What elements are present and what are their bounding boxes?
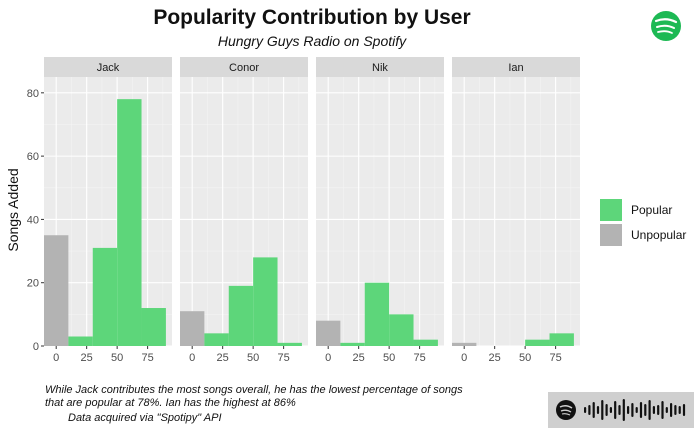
x-tick-label: 50 bbox=[383, 352, 395, 364]
panel-background-ian bbox=[452, 77, 580, 346]
code-bar bbox=[657, 405, 660, 415]
x-tick-label: 75 bbox=[141, 352, 153, 364]
x-tick-label: 25 bbox=[489, 352, 501, 364]
bar-popular-conor bbox=[204, 333, 229, 346]
code-bar bbox=[678, 406, 681, 414]
code-bar bbox=[652, 406, 655, 414]
x-tick-label: 0 bbox=[325, 352, 331, 364]
x-tick-label: 25 bbox=[353, 352, 365, 364]
x-tick-label: 50 bbox=[111, 352, 123, 364]
code-bar bbox=[618, 405, 621, 415]
y-tick-label: 80 bbox=[27, 88, 39, 100]
chart-title: Popularity Contribution by User bbox=[153, 6, 470, 29]
caption-line-3: Data acquired via "Spotipy" API bbox=[68, 412, 222, 424]
y-tick-label: 60 bbox=[27, 151, 39, 163]
y-tick-label: 40 bbox=[27, 214, 39, 226]
bar-popular-conor bbox=[253, 257, 278, 346]
legend-label-unpopular: Unpopular bbox=[631, 228, 686, 242]
x-tick-label: 75 bbox=[413, 352, 425, 364]
bar-popular-jack bbox=[68, 336, 93, 346]
facet-label-jack: Jack bbox=[97, 62, 120, 74]
caption-line-1: While Jack contributes the most songs ov… bbox=[45, 384, 463, 396]
bar-popular-nik bbox=[413, 339, 438, 346]
code-bar bbox=[609, 407, 612, 413]
y-tick-label: 20 bbox=[27, 278, 39, 290]
code-bar bbox=[627, 406, 630, 414]
bar-popular-ian bbox=[549, 333, 574, 346]
code-bar bbox=[644, 404, 647, 416]
code-bar bbox=[661, 401, 664, 419]
legend: Popular Unpopular bbox=[600, 199, 686, 246]
bar-popular-jack bbox=[141, 308, 166, 346]
facet-label-ian: Ian bbox=[508, 62, 523, 74]
x-tick-label: 0 bbox=[461, 352, 467, 364]
bar-popular-ian bbox=[525, 339, 550, 346]
code-bar bbox=[622, 399, 625, 421]
code-bar bbox=[588, 405, 591, 415]
code-bar bbox=[592, 402, 595, 418]
y-axis-label: Songs Added bbox=[5, 168, 21, 251]
bar-popular-conor bbox=[277, 342, 302, 346]
bar-unpopular-ian bbox=[452, 342, 477, 346]
bar-popular-nik bbox=[364, 282, 390, 346]
facet-strip-ian bbox=[452, 57, 580, 77]
code-bar bbox=[601, 400, 604, 420]
x-tick-label: 25 bbox=[81, 352, 93, 364]
code-bar bbox=[584, 407, 587, 413]
bar-popular-jack bbox=[92, 247, 118, 346]
legend-key-popular bbox=[600, 199, 622, 221]
x-tick-label: 0 bbox=[189, 352, 195, 364]
chart-subtitle: Hungry Guys Radio on Spotify bbox=[218, 33, 407, 49]
code-bar bbox=[614, 401, 617, 419]
bar-unpopular-jack bbox=[44, 235, 69, 346]
caption-line-2: that are popular at 78%. Ian has the hig… bbox=[45, 397, 296, 409]
bar-popular-nik bbox=[340, 342, 365, 346]
spotify-logo-icon bbox=[651, 11, 681, 41]
x-tick-label: 25 bbox=[217, 352, 229, 364]
code-bar bbox=[631, 403, 634, 417]
spotify-code-icon bbox=[548, 392, 694, 428]
code-bar bbox=[605, 404, 608, 416]
legend-key-unpopular bbox=[600, 224, 622, 246]
legend-label-popular: Popular bbox=[631, 203, 672, 217]
code-bar bbox=[682, 404, 686, 416]
code-bar bbox=[639, 402, 643, 418]
facet-label-conor: Conor bbox=[229, 62, 259, 74]
code-bar bbox=[665, 407, 668, 413]
x-tick-label: 0 bbox=[53, 352, 59, 364]
facet-strip-jack bbox=[44, 57, 172, 77]
code-bar bbox=[670, 403, 673, 417]
facet-label-nik: Nik bbox=[372, 62, 388, 74]
facet-strip-conor bbox=[180, 57, 308, 77]
bar-unpopular-nik bbox=[316, 320, 341, 346]
bar-popular-jack bbox=[117, 99, 142, 346]
facet-strip-nik bbox=[316, 57, 444, 77]
bar-popular-nik bbox=[389, 314, 414, 346]
y-tick-label: 0 bbox=[33, 341, 39, 353]
code-bar bbox=[648, 400, 651, 420]
x-tick-label: 75 bbox=[277, 352, 289, 364]
bar-unpopular-conor bbox=[180, 311, 205, 346]
code-bar bbox=[635, 407, 638, 413]
facet-panels: Jack 0 25 50 75 Conor 0 25 50 75 Nik 0 25 50 75 Ian 0 25 5… bbox=[27, 57, 580, 364]
x-tick-label: 50 bbox=[519, 352, 531, 364]
code-bar bbox=[596, 406, 600, 414]
x-tick-label: 50 bbox=[247, 352, 259, 364]
bar-popular-conor bbox=[228, 285, 254, 346]
x-tick-label: 75 bbox=[549, 352, 561, 364]
code-bar bbox=[674, 405, 677, 415]
